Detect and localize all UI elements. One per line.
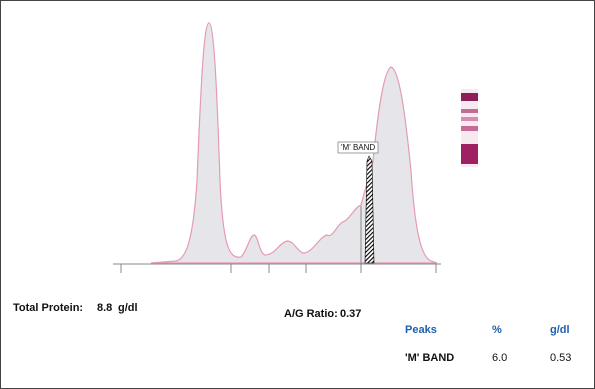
table-header: % xyxy=(492,324,502,336)
table-header: g/dl xyxy=(550,324,570,336)
total-protein-unit: g/dl xyxy=(118,302,138,314)
table-header: Peaks xyxy=(405,324,437,336)
total-protein-value: 8.8 xyxy=(97,302,112,314)
table-cell: 'M' BAND xyxy=(405,352,454,364)
report: 'M' BAND Total Protein: 8.8 g/dl A/G Rat… xyxy=(0,0,595,389)
table-cell: 0.53 xyxy=(550,352,571,364)
gel-strip xyxy=(461,89,478,167)
table-cell: 6.0 xyxy=(492,352,507,364)
total-protein-label: Total Protein: xyxy=(13,302,83,314)
trace-curve xyxy=(151,23,437,263)
ag-ratio-label: A/G Ratio: xyxy=(284,308,338,320)
ag-ratio-value: 0.37 xyxy=(340,308,361,320)
densitometry-trace xyxy=(1,1,594,388)
marker-label: 'M' BAND xyxy=(341,143,375,152)
